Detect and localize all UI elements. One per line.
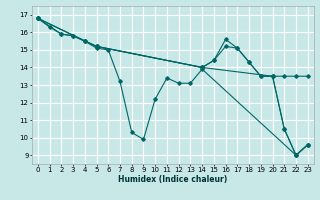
X-axis label: Humidex (Indice chaleur): Humidex (Indice chaleur): [118, 175, 228, 184]
